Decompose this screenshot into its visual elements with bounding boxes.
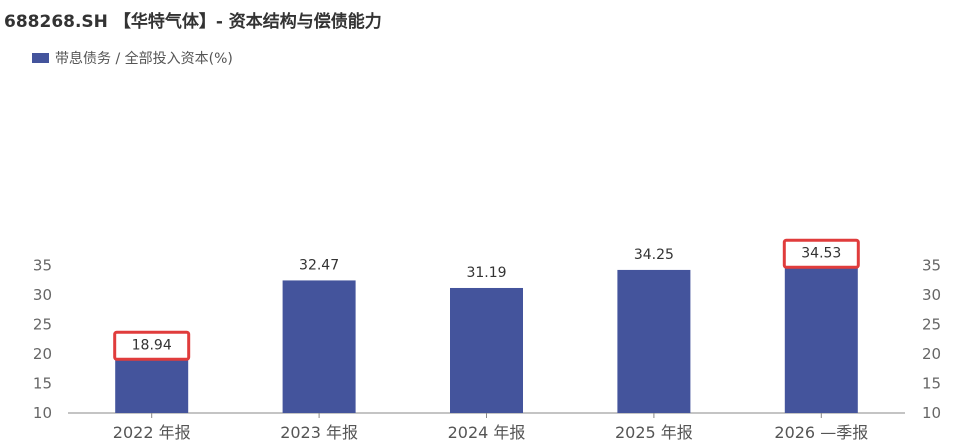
- legend-label: 带息债务 / 全部投入资本(%): [55, 51, 233, 67]
- x-tick-label-0: 2022 年报: [113, 423, 191, 442]
- legend: 带息债务 / 全部投入资本(%): [32, 48, 233, 68]
- bar-3: [617, 269, 691, 413]
- data-label-4: 34.53: [801, 245, 841, 261]
- x-tick-label-4: 2026 —季报: [774, 423, 868, 442]
- y-tick-label-right-0: 10: [922, 404, 941, 422]
- legend-swatch: [32, 53, 49, 63]
- y-tick-label-left-0: 10: [33, 404, 52, 422]
- x-tick-label-3: 2025 年报: [615, 423, 693, 442]
- highlight-box-0: [113, 330, 191, 361]
- y-tick-label-right-3: 25: [922, 316, 941, 334]
- y-tick-label-right-2: 20: [922, 345, 941, 363]
- y-tick-label-left-1: 15: [33, 375, 52, 393]
- y-tick-label-left-4: 30: [33, 286, 52, 304]
- bar-1: [282, 280, 356, 413]
- bar-4: [784, 268, 858, 413]
- data-label-2: 31.19: [466, 265, 506, 281]
- data-label-0: 18.94: [132, 337, 172, 353]
- y-tick-label-left-5: 35: [33, 257, 52, 275]
- data-label-3: 34.25: [634, 247, 674, 263]
- x-tick-label-2: 2024 年报: [448, 423, 526, 442]
- y-tick-label-left-2: 20: [33, 345, 52, 363]
- x-tick-label-1: 2023 年报: [280, 423, 358, 442]
- y-tick-label-right-4: 30: [922, 286, 941, 304]
- bar-0: [115, 360, 189, 413]
- bar-2: [450, 287, 523, 413]
- y-tick-label-right-5: 35: [922, 257, 941, 275]
- data-label-1: 32.47: [299, 257, 339, 273]
- chart-title: 688268.SH 【华特气体】- 资本结构与偿债能力: [4, 12, 382, 32]
- y-tick-label-right-1: 15: [922, 375, 941, 393]
- y-tick-label-left-3: 25: [33, 316, 52, 334]
- highlight-box-4: [782, 238, 860, 269]
